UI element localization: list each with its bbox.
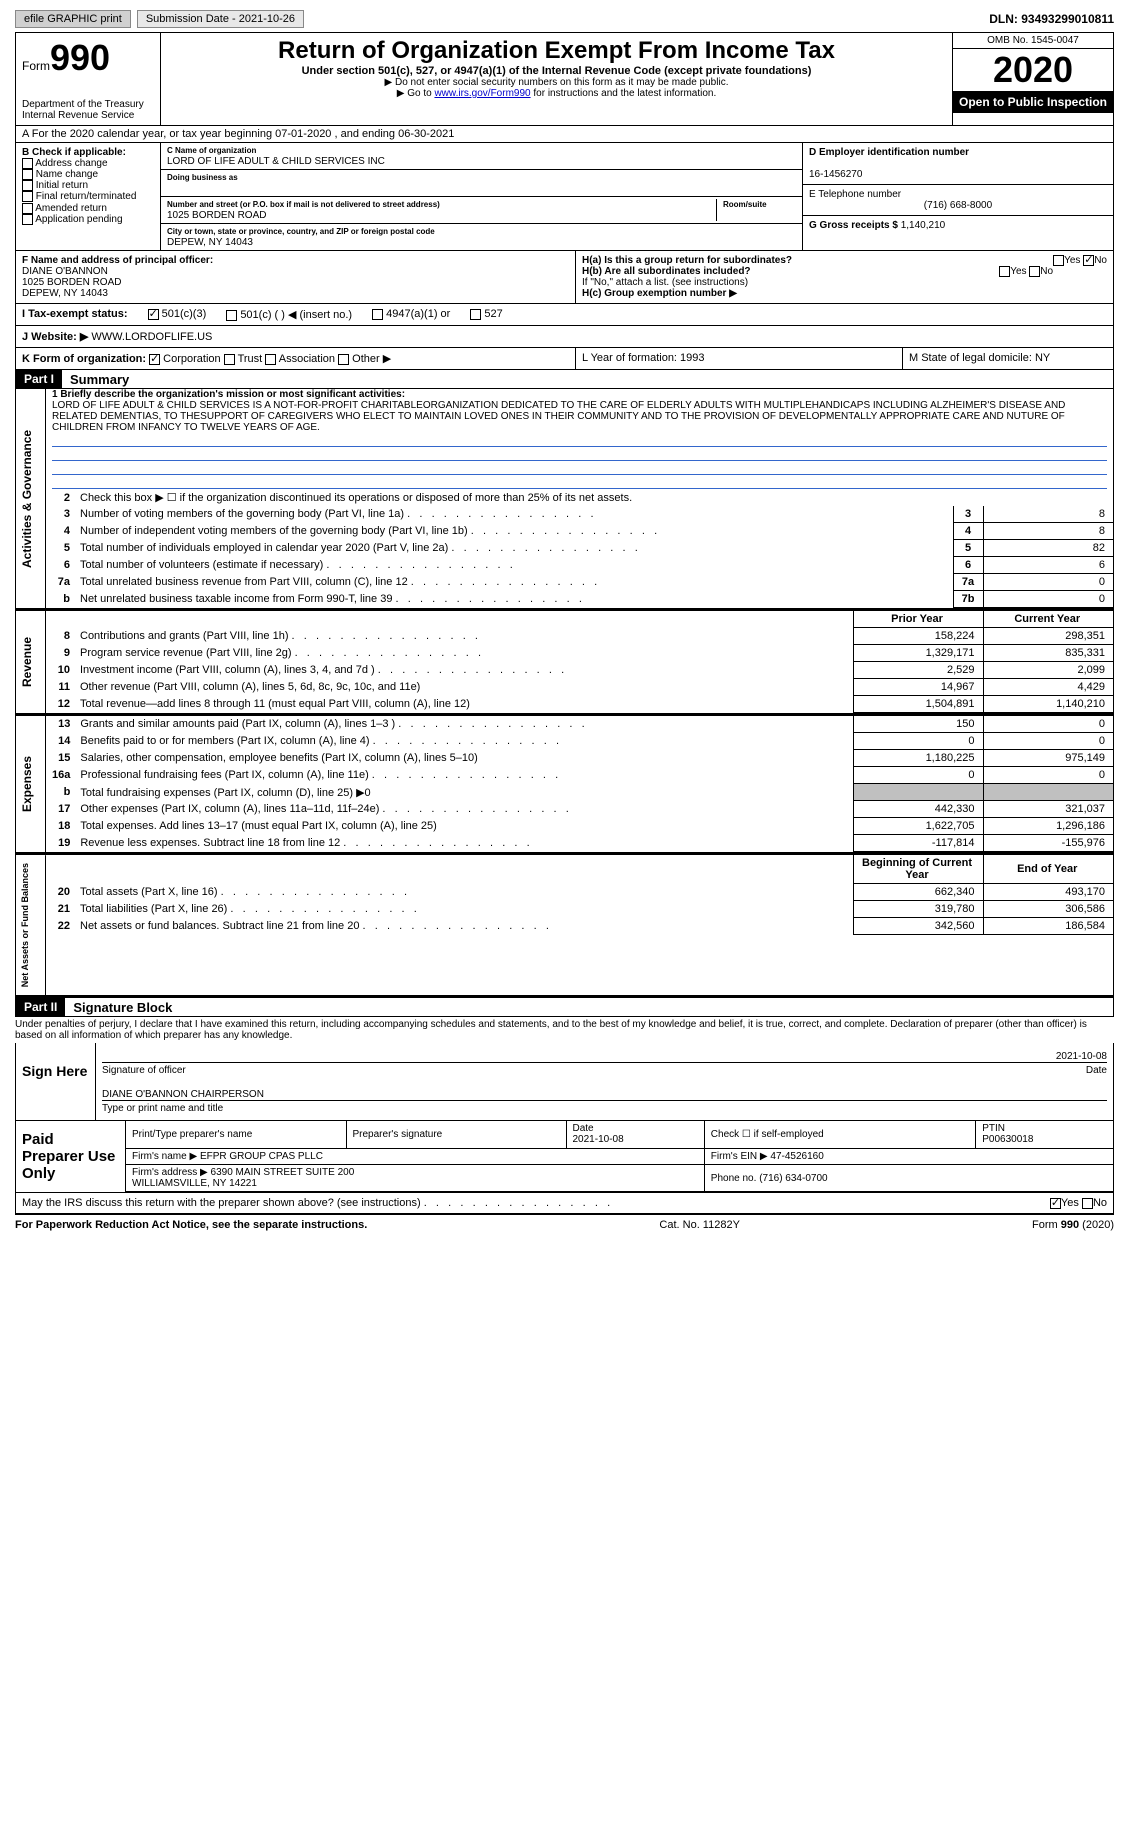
firm-phone: (716) 634-0700 xyxy=(759,1173,827,1184)
firm-ein: 47-4526160 xyxy=(770,1151,823,1162)
col-b-checkboxes: B Check if applicable: Address change Na… xyxy=(16,143,161,250)
summary-governance: Activities & Governance 1 Briefly descri… xyxy=(15,389,1114,609)
website: WWW.LORDOFLIFE.US xyxy=(91,331,212,343)
summary-revenue: Revenue Prior YearCurrent Year 8Contribu… xyxy=(15,609,1114,714)
row-a-tax-year: A For the 2020 calendar year, or tax yea… xyxy=(15,126,1114,143)
row-fh: F Name and address of principal officer:… xyxy=(15,251,1114,304)
discuss-row: May the IRS discuss this return with the… xyxy=(15,1193,1114,1214)
dept-label: Department of the Treasury Internal Reve… xyxy=(22,99,154,121)
sign-here: Sign Here 2021-10-08 Signature of office… xyxy=(15,1043,1114,1121)
governance-table: 2Check this box ▶ ☐ if the organization … xyxy=(46,489,1113,608)
col-c-org-info: C Name of organizationLORD OF LIFE ADULT… xyxy=(161,143,803,250)
revenue-table: Prior YearCurrent Year 8Contributions an… xyxy=(46,611,1113,713)
form-subtitle: Under section 501(c), 527, or 4947(a)(1)… xyxy=(167,65,946,77)
org-address: 1025 BORDEN ROAD xyxy=(167,210,266,221)
tab-governance: Activities & Governance xyxy=(16,389,46,608)
col-de: D Employer identification number16-14562… xyxy=(803,143,1113,250)
tab-revenue: Revenue xyxy=(16,611,46,713)
form-number: Form990 xyxy=(22,37,154,79)
tab-netassets: Net Assets or Fund Balances xyxy=(16,855,46,995)
org-name: LORD OF LIFE ADULT & CHILD SERVICES INC xyxy=(167,156,385,167)
submission-date: Submission Date - 2021-10-26 xyxy=(137,10,304,28)
form-header: Form990 Department of the Treasury Inter… xyxy=(15,32,1114,126)
goto-note: ▶ Go to www.irs.gov/Form990 for instruct… xyxy=(167,88,946,99)
firm-name: EFPR GROUP CPAS PLLC xyxy=(200,1151,323,1162)
expenses-table: 13Grants and similar amounts paid (Part … xyxy=(46,716,1113,852)
part1-header: Part I Summary xyxy=(15,370,1114,389)
officer-name: DIANE O'BANNON xyxy=(22,266,108,277)
topbar: efile GRAPHIC print Submission Date - 20… xyxy=(15,10,1114,28)
row-k: K Form of organization: Corporation Trus… xyxy=(15,348,1114,370)
year-formation: L Year of formation: 1993 xyxy=(576,348,903,369)
summary-netassets: Net Assets or Fund Balances Beginning of… xyxy=(15,853,1114,996)
state-domicile: M State of legal domicile: NY xyxy=(903,348,1113,369)
netassets-table: Beginning of Current YearEnd of Year 20T… xyxy=(46,855,1113,935)
summary-expenses: Expenses 13Grants and similar amounts pa… xyxy=(15,714,1114,853)
tab-expenses: Expenses xyxy=(16,716,46,852)
irs-link[interactable]: www.irs.gov/Form990 xyxy=(434,88,530,99)
dln: DLN: 93493299010811 xyxy=(989,12,1114,26)
part2-header: Part II Signature Block xyxy=(15,996,1114,1017)
perjury-text: Under penalties of perjury, I declare th… xyxy=(15,1017,1114,1043)
open-to-public: Open to Public Inspection xyxy=(953,91,1113,113)
phone: (716) 668-8000 xyxy=(809,200,1107,211)
row-j-website: J Website: ▶ WWW.LORDOFLIFE.US xyxy=(15,326,1114,348)
gross-receipts: 1,140,210 xyxy=(901,220,946,231)
mission-text: LORD OF LIFE ADULT & CHILD SERVICES IS A… xyxy=(46,400,1113,433)
org-city: DEPEW, NY 14043 xyxy=(167,237,253,248)
paid-preparer: Paid Preparer Use Only Print/Type prepar… xyxy=(15,1121,1114,1193)
header-grid: B Check if applicable: Address change Na… xyxy=(15,143,1114,251)
row-i-tax-status: I Tax-exempt status: 501(c)(3) 501(c) ( … xyxy=(15,304,1114,326)
efile-print-button[interactable]: efile GRAPHIC print xyxy=(15,10,131,28)
page-footer: For Paperwork Reduction Act Notice, see … xyxy=(15,1214,1114,1235)
form-title: Return of Organization Exempt From Incom… xyxy=(167,37,946,65)
ptin: P00630018 xyxy=(982,1134,1033,1145)
tax-year: 2020 xyxy=(953,49,1113,91)
omb-number: OMB No. 1545-0047 xyxy=(953,33,1113,49)
officer-sig-name: DIANE O'BANNON CHAIRPERSON xyxy=(102,1089,264,1100)
ein: 16-1456270 xyxy=(809,169,862,180)
ssn-note: ▶ Do not enter social security numbers o… xyxy=(167,77,946,88)
